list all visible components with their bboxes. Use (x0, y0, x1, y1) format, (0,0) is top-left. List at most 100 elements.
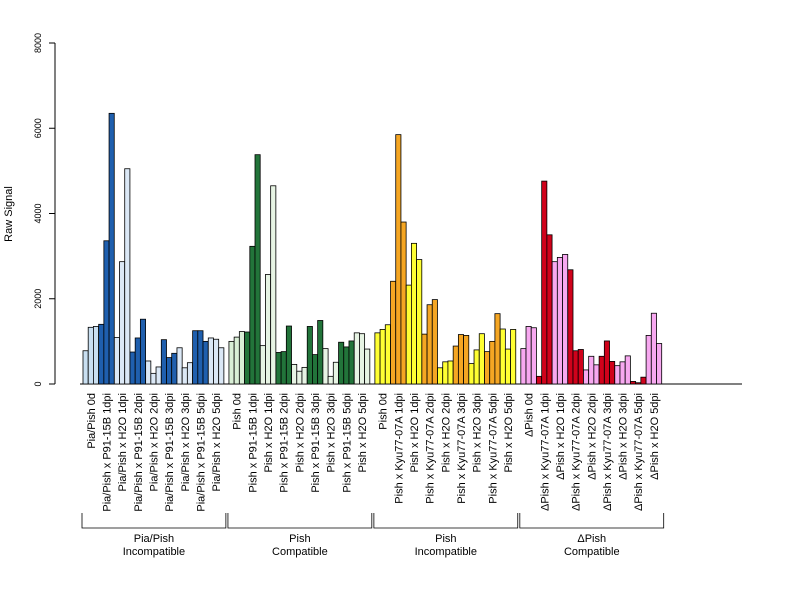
x-tick-label: Pish x H2O 2dpi (440, 393, 452, 472)
group-label-line2: Compatible (272, 546, 328, 558)
bar (567, 269, 574, 385)
bar (275, 352, 282, 385)
bar (207, 337, 214, 385)
bar (108, 112, 115, 385)
bar (322, 348, 329, 385)
bar (93, 326, 100, 385)
bar (259, 345, 266, 385)
group-bracket (227, 513, 373, 529)
bar (603, 340, 610, 385)
bar (343, 346, 350, 385)
bar (577, 349, 584, 385)
x-tick-label: Pish x H2O 2dpi (294, 393, 306, 472)
x-tick-label: Pia/Pish x H2O 5dpi (211, 393, 223, 491)
x-tick-label: ΔPish x H2O 2dpi (586, 393, 598, 480)
bar (410, 242, 417, 385)
group-label-line1: Pish (289, 533, 310, 545)
bar (103, 240, 110, 385)
bar (332, 361, 339, 385)
y-tick-label: 4000 (33, 203, 43, 223)
bar (614, 365, 621, 385)
bar (541, 180, 548, 385)
x-tick-label: Pish x P91-15B 2dpi (279, 393, 291, 493)
bar (504, 348, 511, 385)
x-tick-label: Pish x H2O 3dpi (472, 393, 484, 472)
bar (364, 348, 371, 385)
x-tick-label: Pish x H2O 5dpi (357, 393, 369, 472)
bar (499, 328, 506, 385)
bar (431, 299, 438, 385)
bar (546, 234, 553, 385)
x-tick-label: Pish x Kyu77-07A 2dpi (425, 393, 437, 504)
bar (421, 333, 428, 385)
bar (609, 361, 616, 385)
bar (598, 355, 605, 385)
bar (520, 348, 527, 385)
bar (317, 320, 324, 385)
x-tick-label: Pia/Pish x H2O 2dpi (148, 393, 160, 491)
bar (119, 261, 126, 385)
y-tick-label: 6000 (33, 118, 43, 138)
bar (249, 245, 256, 385)
bar (338, 341, 345, 385)
x-tick-label: Pish x H2O 5dpi (503, 393, 515, 472)
bar (113, 337, 120, 385)
bar (452, 345, 459, 385)
bar (150, 372, 157, 385)
group-bracket (373, 513, 519, 529)
bar (134, 337, 141, 385)
bar (525, 326, 532, 385)
bar (536, 375, 543, 385)
bar (265, 274, 272, 385)
bar (442, 361, 449, 385)
bar (645, 335, 652, 385)
bar (588, 355, 595, 385)
x-tick-label: Pish x Kyu77-07A 3dpi (456, 393, 468, 504)
bar (233, 336, 240, 385)
bar (87, 326, 94, 385)
group-label-line1: Pish (435, 533, 456, 545)
bar (494, 313, 501, 385)
bar (384, 324, 391, 385)
x-tick-label: Pia/Pish x H2O 3dpi (180, 393, 192, 491)
x-tick-label: ΔPish 0d (524, 393, 536, 437)
x-tick-label: Pia/Pish x P91-15B 2dpi (133, 393, 145, 512)
bar (593, 364, 600, 385)
bar (244, 331, 251, 385)
bar (489, 340, 496, 385)
x-tick-label: Pish x H2O 1dpi (409, 393, 421, 472)
bar (124, 168, 131, 385)
bar (635, 382, 642, 385)
bar (468, 363, 475, 385)
bar (556, 256, 563, 385)
bar (280, 351, 287, 385)
bar (218, 347, 225, 385)
y-axis-title: Raw Signal (3, 186, 15, 242)
bar (155, 366, 162, 385)
x-tick-label: Pia/Pish x P91-15B 1dpi (101, 393, 113, 512)
y-tick-label: 0 (33, 381, 43, 386)
bar (181, 367, 188, 385)
category-labels: Pia/Pish 0d Pia/Pish x P91-15B 1dpi Pia/Pi… (86, 393, 661, 512)
bar (447, 360, 454, 385)
x-tick-label: ΔPish x Kyu77-07A 5dpi (633, 393, 645, 511)
bar (306, 326, 313, 385)
x-tick-label: Pish x P91-15B 3dpi (310, 393, 322, 493)
group-brackets: Pia/PishIncompatiblePishCompatiblePishIn… (81, 513, 665, 558)
bar (98, 323, 105, 385)
x-tick-label: ΔPish x H2O 1dpi (555, 393, 567, 480)
bar (379, 329, 386, 385)
x-tick-label: Pish 0d (378, 393, 390, 430)
y-axis: 0 2000 4000 6000 8000 (33, 33, 56, 387)
bar (619, 361, 626, 385)
bar (416, 259, 423, 385)
bar (572, 350, 579, 385)
bar (291, 363, 298, 385)
group-bracket (519, 513, 665, 529)
bar (82, 350, 89, 385)
bar (145, 360, 152, 385)
bar (213, 338, 220, 385)
x-tick-label: Pish x P91-15B 1dpi (247, 393, 259, 493)
bar (129, 351, 136, 385)
